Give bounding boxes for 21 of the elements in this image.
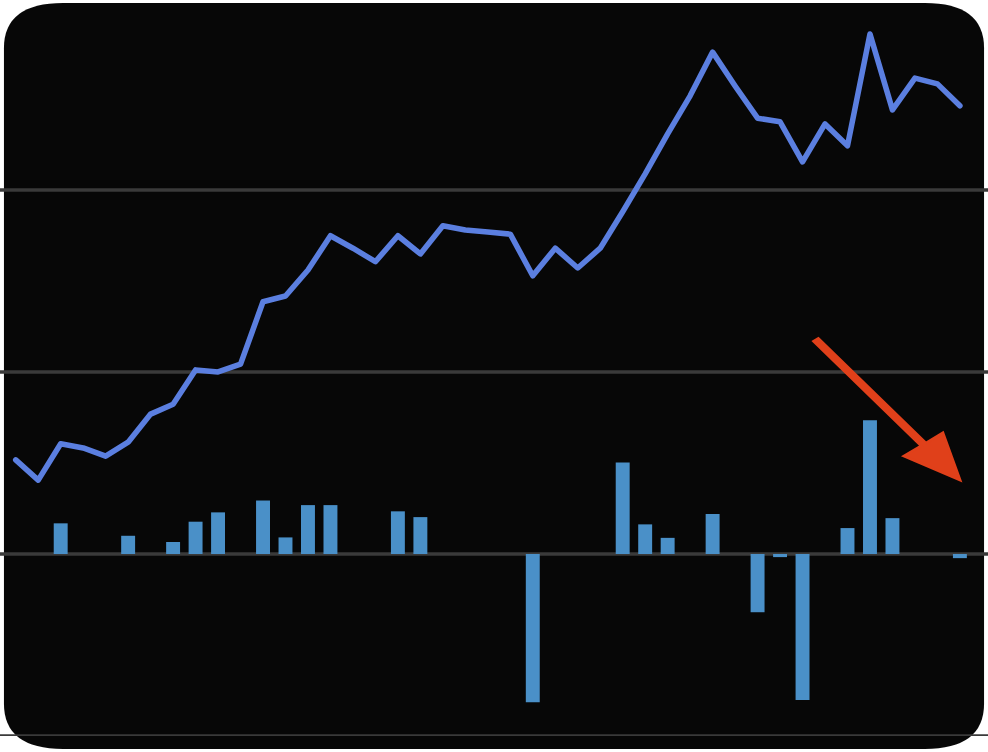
bar bbox=[301, 505, 315, 554]
bar bbox=[278, 537, 293, 554]
bar bbox=[750, 554, 765, 613]
bar bbox=[660, 537, 675, 554]
bar bbox=[840, 528, 855, 554]
bar bbox=[638, 524, 653, 554]
bar bbox=[53, 523, 68, 554]
bar bbox=[413, 517, 428, 554]
bar bbox=[188, 521, 203, 554]
bar bbox=[256, 500, 270, 554]
bar bbox=[705, 514, 720, 554]
bar bbox=[166, 542, 181, 554]
bar bbox=[211, 512, 226, 554]
bar bbox=[121, 535, 136, 554]
bar bbox=[525, 554, 540, 703]
bar bbox=[795, 554, 810, 701]
bar bbox=[615, 462, 630, 554]
bar bbox=[863, 420, 877, 554]
bar bbox=[390, 511, 405, 554]
bar bbox=[885, 518, 900, 554]
bar bbox=[323, 505, 338, 554]
